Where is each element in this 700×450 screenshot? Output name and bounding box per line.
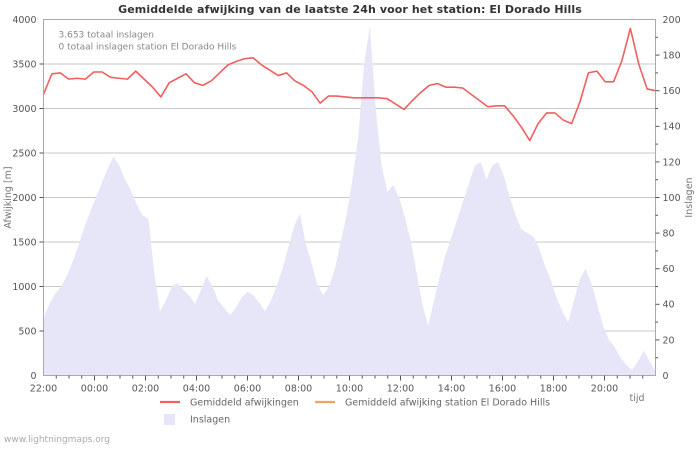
y-axis-right-label: Inslagen [684,177,695,217]
series-gemiddeld-afwijkingen-line [42,27,657,142]
svg-text:3500: 3500 [12,59,36,70]
svg-text:Gemiddeld afwijking station El: Gemiddeld afwijking station El Dorado Hi… [345,398,550,409]
svg-text:500: 500 [18,326,36,337]
svg-text:0: 0 [663,371,669,382]
y-axis-left-label: Afwijking [m] [3,166,14,228]
svg-text:60: 60 [663,264,675,275]
legend-item[interactable]: Gemiddeld afwijking station El Dorado Hi… [315,398,550,409]
svg-text:02:00: 02:00 [132,384,159,395]
svg-text:4000: 4000 [12,15,36,26]
svg-text:20:00: 20:00 [591,384,618,395]
svg-text:140: 140 [663,122,681,133]
svg-text:06:00: 06:00 [234,384,261,395]
svg-text:3000: 3000 [12,104,36,115]
svg-text:0 totaal inslagen station El D: 0 totaal inslagen station El Dorado Hill… [59,43,237,53]
svg-text:2500: 2500 [12,148,36,159]
svg-text:14:00: 14:00 [438,384,465,395]
svg-text:Gemiddeld afwijkingen: Gemiddeld afwijkingen [190,398,299,409]
svg-text:04:00: 04:00 [183,384,210,395]
footer-url: www.lightningmaps.org [4,435,110,445]
svg-text:20: 20 [663,335,675,346]
svg-text:0: 0 [30,371,36,382]
svg-text:160: 160 [663,86,681,97]
legend-item[interactable]: Gemiddeld afwijkingen [160,398,299,409]
svg-text:2000: 2000 [12,193,36,204]
svg-text:180: 180 [663,51,681,62]
svg-text:16:00: 16:00 [489,384,516,395]
svg-text:12:00: 12:00 [387,384,414,395]
svg-text:22:00: 22:00 [30,384,57,395]
y-axis-right-ticks: 0 20 40 60 80 100 120 140 160 180 200 [655,15,681,382]
svg-text:100: 100 [663,193,681,204]
svg-text:3.653 totaal inslagen: 3.653 totaal inslagen [59,31,154,41]
svg-text:1500: 1500 [12,237,36,248]
svg-text:08:00: 08:00 [285,384,312,395]
chart-legend: Gemiddeld afwijkingen Gemiddeld afwijking… [160,398,550,426]
chart-annotations: 3.653 totaal inslagen 0 totaal inslagen s… [59,31,237,53]
svg-text:00:00: 00:00 [81,384,108,395]
svg-text:200: 200 [663,15,681,26]
svg-text:120: 120 [663,157,681,168]
page-title: Gemiddelde afwijking van de laatste 24h … [118,3,582,16]
svg-text:Inslagen: Inslagen [190,415,230,426]
x-axis-ticks: 22:00 00:00 02:00 04:00 06:00 08:00 10:00 12:00… [30,375,644,395]
svg-text:40: 40 [663,300,675,311]
svg-text:18:00: 18:00 [540,384,567,395]
legend-item[interactable]: Inslagen [164,414,230,426]
x-axis-label: tijd [629,393,644,404]
y-axis-left-ticks: 0 500 1000 1500 2000 2500 3000 3500 4000 [12,15,44,382]
series-inslagen-area [43,26,656,376]
svg-text:80: 80 [663,229,675,240]
svg-text:10:00: 10:00 [336,384,363,395]
svg-text:1000: 1000 [12,282,36,293]
